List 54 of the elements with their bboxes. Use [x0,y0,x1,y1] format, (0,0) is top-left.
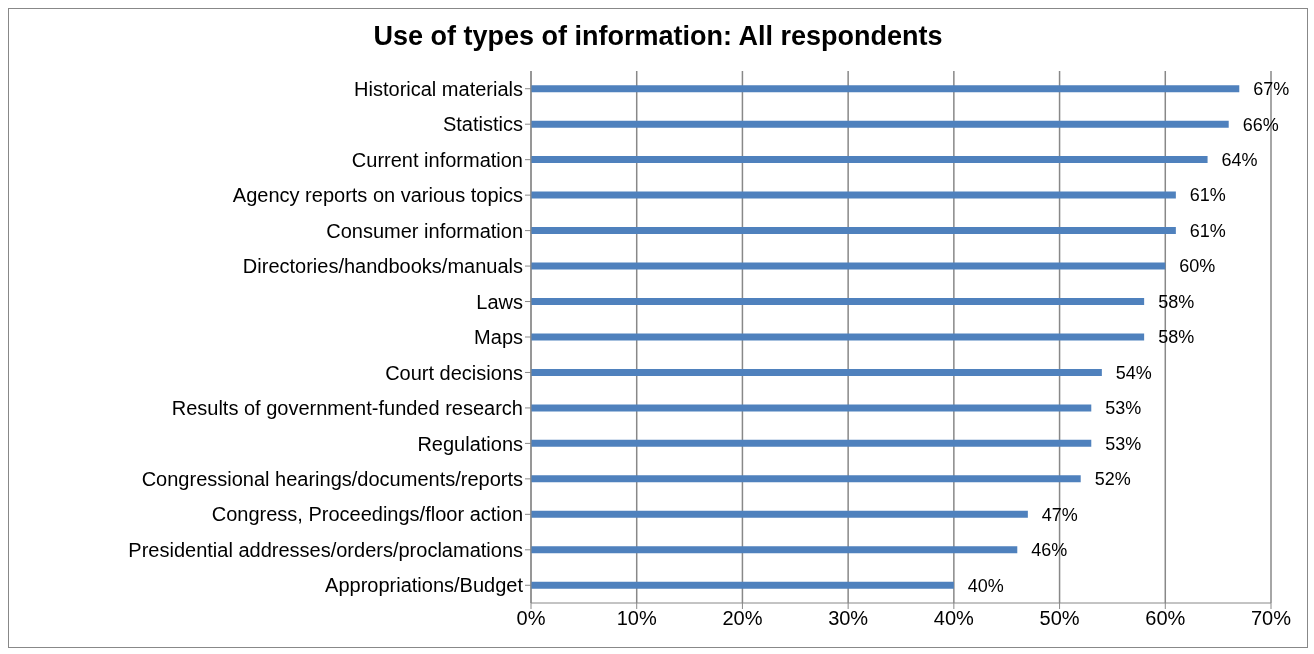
bar [531,262,1166,270]
x-tick-label: 40% [933,607,975,630]
bar [531,156,1208,164]
bar [531,297,1145,305]
bar [531,333,1145,341]
chart-title: Use of types of information: All respondents [372,20,944,53]
data-label: 60% [1179,256,1216,277]
y-tick-label: Appropriations/Budget [325,574,524,597]
data-label: 54% [1115,362,1152,383]
bar [531,404,1092,412]
x-tick-label: 60% [1145,607,1186,630]
y-tick-label: Presidential addresses/orders/proclamations [128,538,523,561]
data-label: 53% [1105,433,1142,454]
x-tick-label: 70% [1250,607,1292,630]
data-label: 58% [1158,291,1195,312]
bar [531,368,1102,376]
x-tick-label: 0% [516,607,546,630]
data-label: 53% [1105,398,1142,419]
y-tick-label: Congressional hearings/documents/reports [141,467,523,490]
y-tick-label: Agency reports on various topics [232,184,523,207]
x-tick-label: 30% [828,607,869,630]
bar [531,85,1240,93]
bar [531,120,1229,128]
x-tick-label: 10% [616,607,657,630]
y-tick-label: Results of government-funded research [171,397,523,420]
data-label: 58% [1158,327,1195,348]
data-label: 46% [1031,540,1068,561]
data-label: 52% [1094,469,1131,490]
bar [531,510,1028,518]
bar [531,546,1018,554]
data-label: 40% [967,575,1004,596]
y-tick-label: Statistics [442,113,523,136]
y-tick-label: Historical materials [354,77,523,100]
y-tick-label: Laws [476,290,523,313]
x-tick-label: 20% [722,607,763,630]
bar [531,191,1176,199]
bar [531,227,1176,235]
y-tick-label: Congress, Proceedings/floor action [211,503,523,526]
y-tick-label: Regulations [417,432,523,455]
bar [531,475,1081,483]
data-label: 64% [1221,150,1258,171]
data-label: 47% [1041,504,1078,525]
y-tick-label: Consumer information [326,219,523,242]
data-label: 61% [1189,185,1226,206]
bar [531,439,1092,447]
data-label: 66% [1242,114,1279,135]
x-tick-label: 50% [1039,607,1080,630]
data-label: 61% [1189,220,1226,241]
bar [531,581,954,589]
y-tick-label: Current information [351,148,523,171]
data-label: 67% [1253,79,1290,100]
y-tick-label: Court decisions [385,361,523,384]
y-tick-label: Directories/handbooks/manuals [242,255,523,278]
y-tick-label: Maps [474,326,523,349]
